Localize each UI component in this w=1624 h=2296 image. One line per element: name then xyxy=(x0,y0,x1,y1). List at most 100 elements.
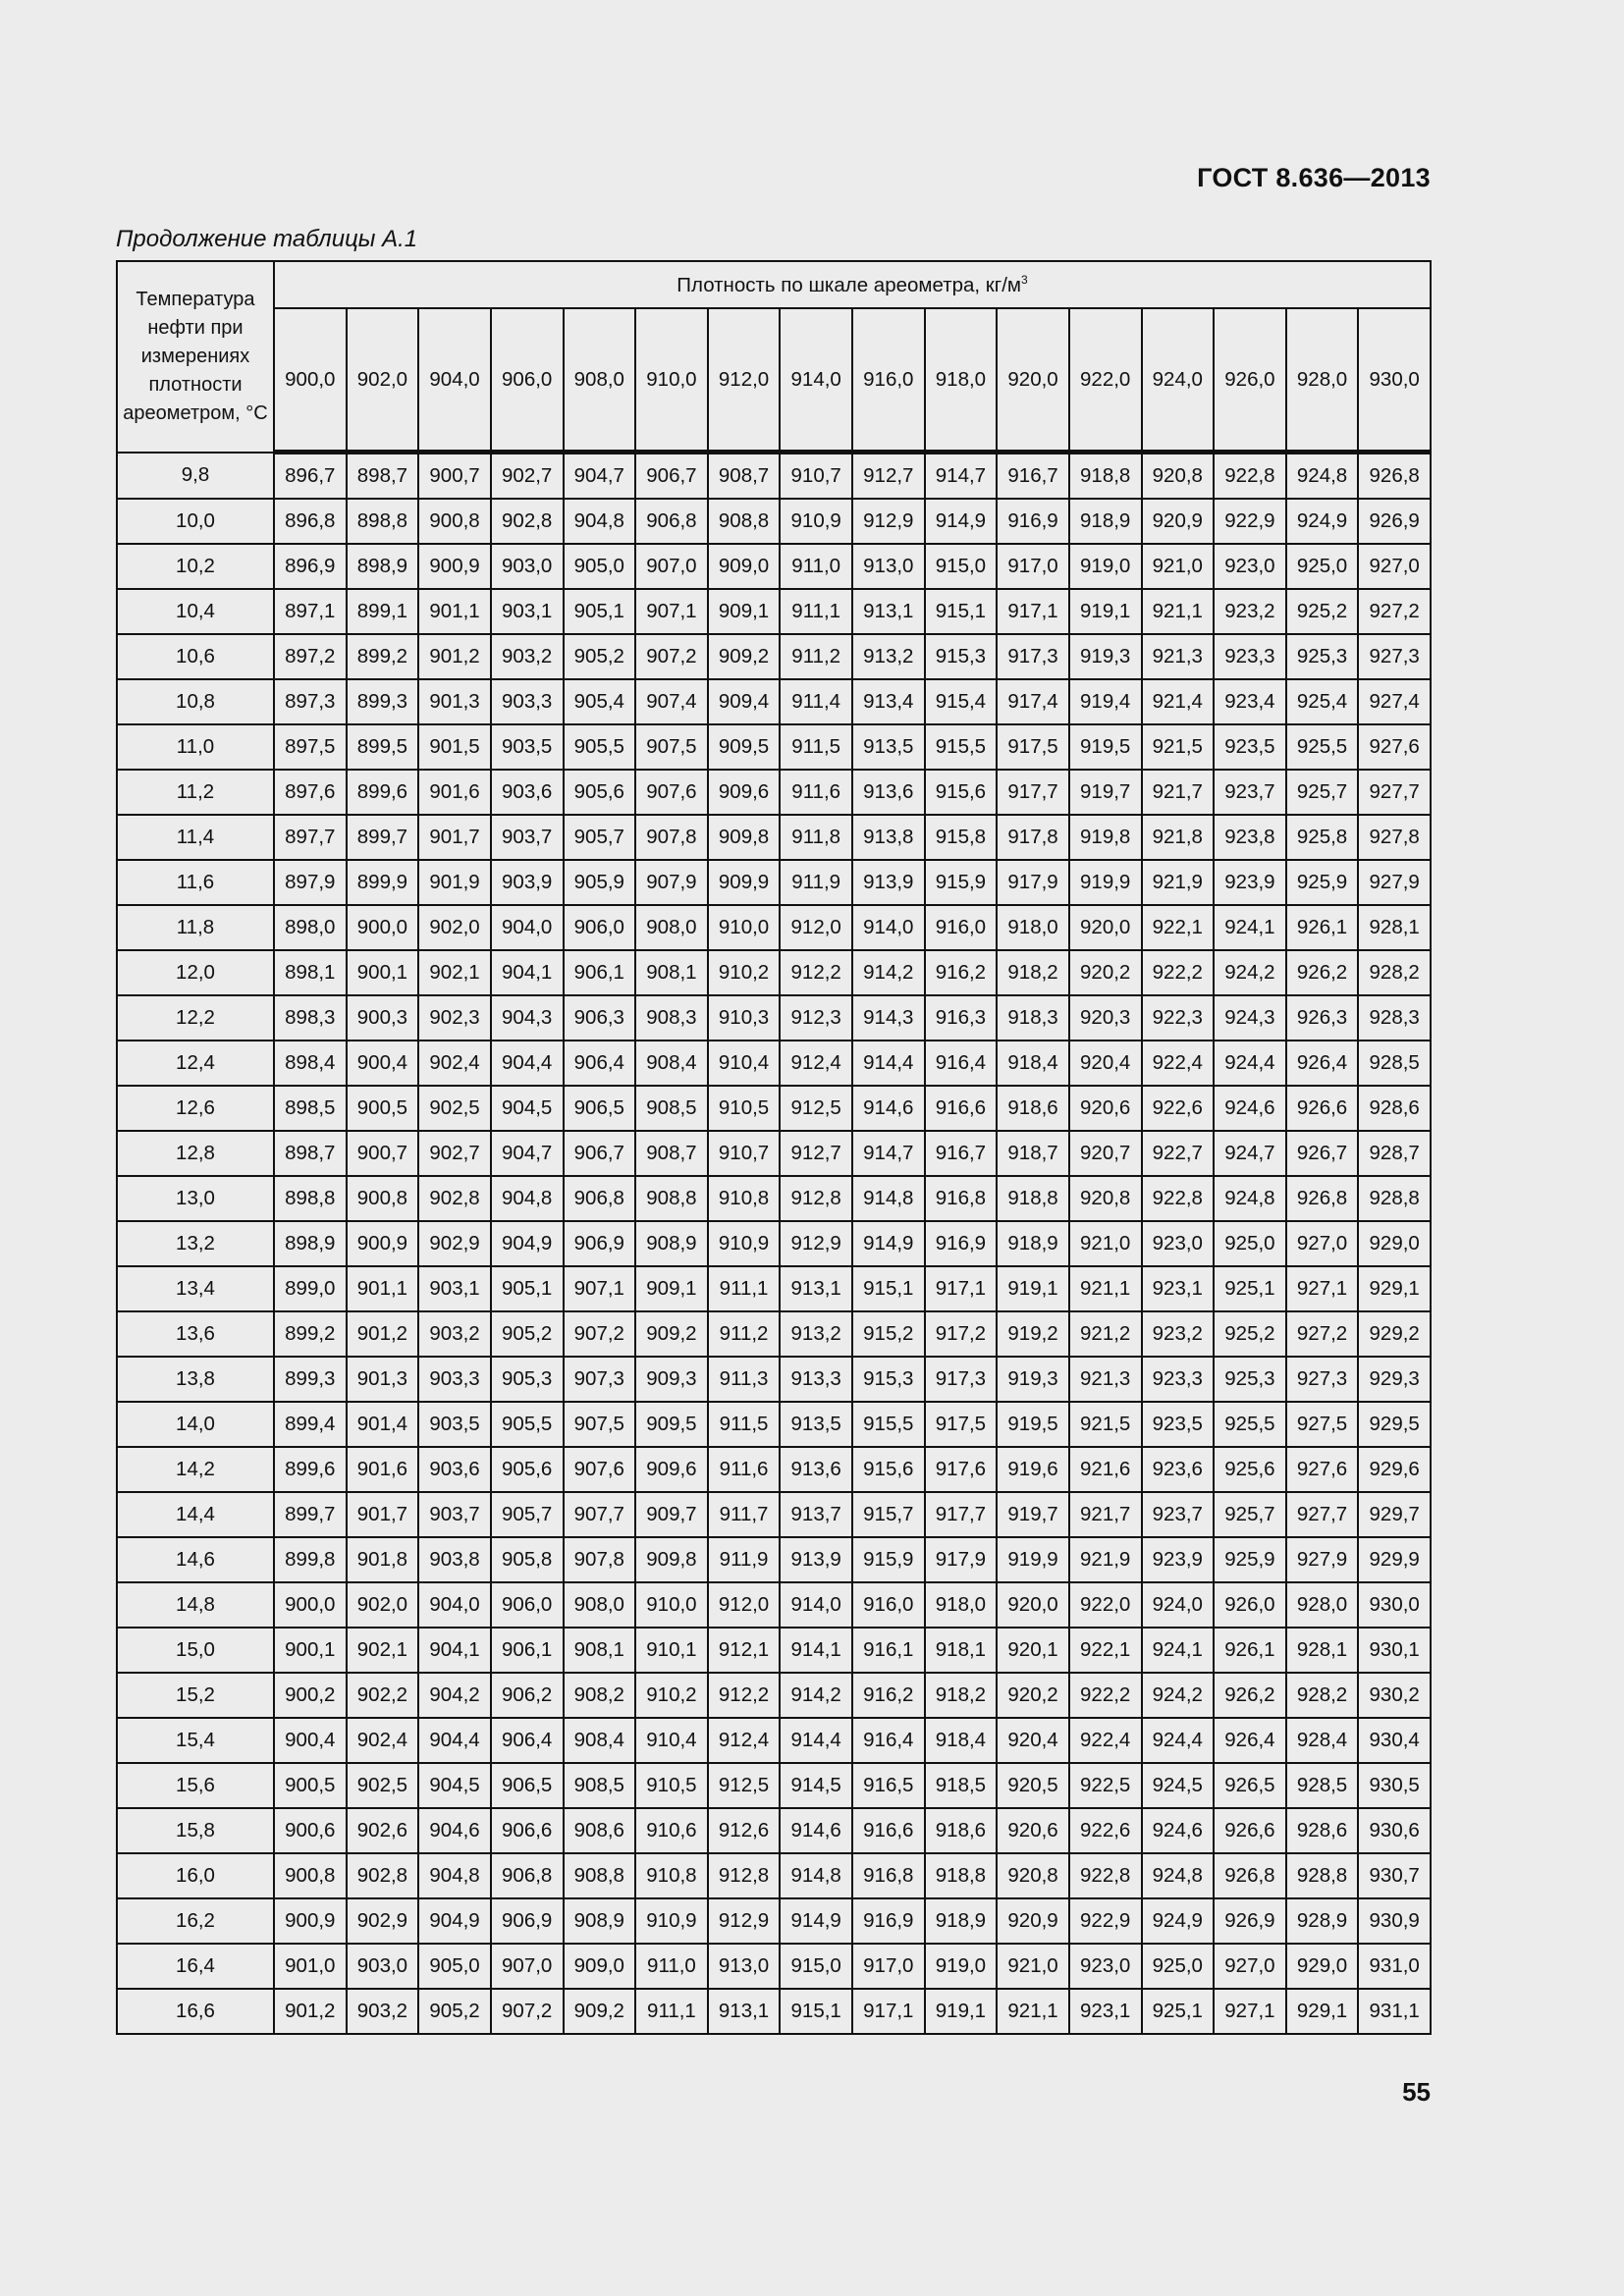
density-cell: 921,5 xyxy=(1067,1401,1143,1448)
density-cell: 921,3 xyxy=(1067,1356,1143,1403)
density-cell: 905,1 xyxy=(562,588,637,635)
density-cell: 901,8 xyxy=(345,1536,420,1583)
density-cell: 916,5 xyxy=(851,1762,926,1809)
density-cell: 910,8 xyxy=(634,1852,709,1899)
density-column-header: 918,0 xyxy=(923,307,999,454)
density-cell: 913,4 xyxy=(851,678,926,725)
density-cell: 926,1 xyxy=(1213,1627,1287,1674)
density-cell: 920,0 xyxy=(1067,904,1143,951)
table-row: 13,4 899,0 901,1 903,1 905,1 907,1 909,1 911,1 9… xyxy=(116,1265,1432,1312)
density-cell: 927,6 xyxy=(1284,1446,1360,1493)
density-cell: 917,3 xyxy=(996,633,1070,680)
density-cell: 926,9 xyxy=(1357,498,1432,545)
density-cell: 927,1 xyxy=(1284,1265,1360,1312)
density-cell: 923,2 xyxy=(1213,588,1287,635)
density-cell: 927,2 xyxy=(1357,588,1432,635)
density-cell: 918,9 xyxy=(923,1897,999,1945)
density-cell: 917,7 xyxy=(996,769,1070,816)
density-cell: 914,8 xyxy=(779,1852,853,1899)
density-cell: 911,7 xyxy=(706,1491,782,1538)
temperature-cell: 13,4 xyxy=(116,1265,275,1312)
density-cell: 901,2 xyxy=(417,633,492,680)
density-cell: 900,2 xyxy=(273,1672,348,1719)
density-cell: 910,9 xyxy=(779,498,853,545)
temperature-cell: 13,6 xyxy=(116,1310,275,1358)
density-column-header: 920,0 xyxy=(996,307,1070,454)
temperature-cell: 10,4 xyxy=(116,588,275,635)
temperature-cell: 14,2 xyxy=(116,1446,275,1493)
density-cell: 904,6 xyxy=(417,1807,492,1854)
density-cell: 916,0 xyxy=(851,1581,926,1629)
density-cell: 909,1 xyxy=(706,588,782,635)
density-cell: 900,0 xyxy=(273,1581,348,1629)
density-cell: 925,7 xyxy=(1213,1491,1287,1538)
density-cell: 924,4 xyxy=(1213,1040,1287,1087)
density-cell: 902,5 xyxy=(417,1085,492,1132)
density-cell: 904,5 xyxy=(489,1085,565,1132)
density-cell: 903,1 xyxy=(417,1265,492,1312)
density-cell: 902,8 xyxy=(489,498,565,545)
density-cell: 928,4 xyxy=(1284,1717,1360,1764)
density-cell: 899,6 xyxy=(273,1446,348,1493)
density-cell: 924,1 xyxy=(1213,904,1287,951)
density-cell: 910,2 xyxy=(634,1672,709,1719)
density-cell: 905,2 xyxy=(489,1310,565,1358)
density-cell: 906,2 xyxy=(489,1672,565,1719)
density-cell: 917,9 xyxy=(996,859,1070,906)
density-cell: 902,9 xyxy=(345,1897,420,1945)
density-cell: 908,9 xyxy=(562,1897,637,1945)
temperature-cell: 12,4 xyxy=(116,1040,275,1087)
density-cell: 917,7 xyxy=(923,1491,999,1538)
density-cell: 920,2 xyxy=(996,1672,1070,1719)
density-column-header: 904,0 xyxy=(417,307,492,454)
density-cell: 922,8 xyxy=(1067,1852,1143,1899)
density-cell: 928,5 xyxy=(1357,1040,1432,1087)
density-cell: 916,1 xyxy=(851,1627,926,1674)
density-cell: 926,8 xyxy=(1357,451,1432,500)
density-cell: 913,1 xyxy=(779,1265,853,1312)
density-cell: 900,3 xyxy=(345,994,420,1041)
density-cell: 910,8 xyxy=(706,1175,782,1222)
temperature-cell: 14,4 xyxy=(116,1491,275,1538)
density-cell: 912,2 xyxy=(706,1672,782,1719)
density-cell: 898,7 xyxy=(345,451,420,500)
density-cell: 896,7 xyxy=(273,451,348,500)
density-cell: 903,8 xyxy=(417,1536,492,1583)
density-cell: 908,5 xyxy=(562,1762,637,1809)
density-cell: 927,0 xyxy=(1213,1943,1287,1990)
table-row: 11,4 897,7 899,7 901,7 903,7 905,7 907,8 909,8 9… xyxy=(116,814,1432,861)
density-cell: 899,9 xyxy=(345,859,420,906)
density-cell: 928,6 xyxy=(1357,1085,1432,1132)
density-cell: 918,6 xyxy=(923,1807,999,1854)
table-row: 10,6 897,2 899,2 901,2 903,2 905,2 907,2 909,2 9… xyxy=(116,633,1432,680)
density-cell: 916,3 xyxy=(923,994,999,1041)
density-cell: 908,8 xyxy=(706,498,782,545)
density-column-header: 912,0 xyxy=(706,307,782,454)
table-row: 16,0 900,8 902,8 904,8 906,8 908,8 910,8 912,8 9… xyxy=(116,1852,1432,1899)
table-row: 10,8 897,3 899,3 901,3 903,3 905,4 907,4 909,4 9… xyxy=(116,678,1432,725)
density-cell: 928,8 xyxy=(1357,1175,1432,1222)
density-unit-superscript: 3 xyxy=(1021,272,1028,287)
density-cell: 927,6 xyxy=(1357,723,1432,771)
density-column-header: 922,0 xyxy=(1067,307,1143,454)
density-cell: 924,1 xyxy=(1140,1627,1216,1674)
density-cell: 911,2 xyxy=(779,633,853,680)
density-cell: 911,8 xyxy=(779,814,853,861)
table-row: 14,2 899,6 901,6 903,6 905,6 907,6 909,6 911,6 9… xyxy=(116,1446,1432,1493)
density-cell: 922,2 xyxy=(1140,949,1216,996)
density-cell: 908,4 xyxy=(562,1717,637,1764)
density-column-header: 916,0 xyxy=(851,307,926,454)
density-cell: 914,6 xyxy=(851,1085,926,1132)
density-cell: 922,8 xyxy=(1140,1175,1216,1222)
temperature-cell: 13,2 xyxy=(116,1220,275,1267)
table-row: 12,0 898,1 900,1 902,1 904,1 906,1 908,1 910,2 9… xyxy=(116,949,1432,996)
density-cell: 908,1 xyxy=(634,949,709,996)
density-column-header: 914,0 xyxy=(779,307,853,454)
density-cell: 929,1 xyxy=(1284,1988,1360,2035)
temperature-cell: 16,6 xyxy=(116,1988,275,2035)
table-row: 13,6 899,2 901,2 903,2 905,2 907,2 909,2 911,2 9… xyxy=(116,1310,1432,1358)
density-cell: 919,1 xyxy=(1067,588,1143,635)
density-cell: 900,7 xyxy=(345,1130,420,1177)
density-cell: 925,8 xyxy=(1284,814,1360,861)
density-cell: 902,5 xyxy=(345,1762,420,1809)
